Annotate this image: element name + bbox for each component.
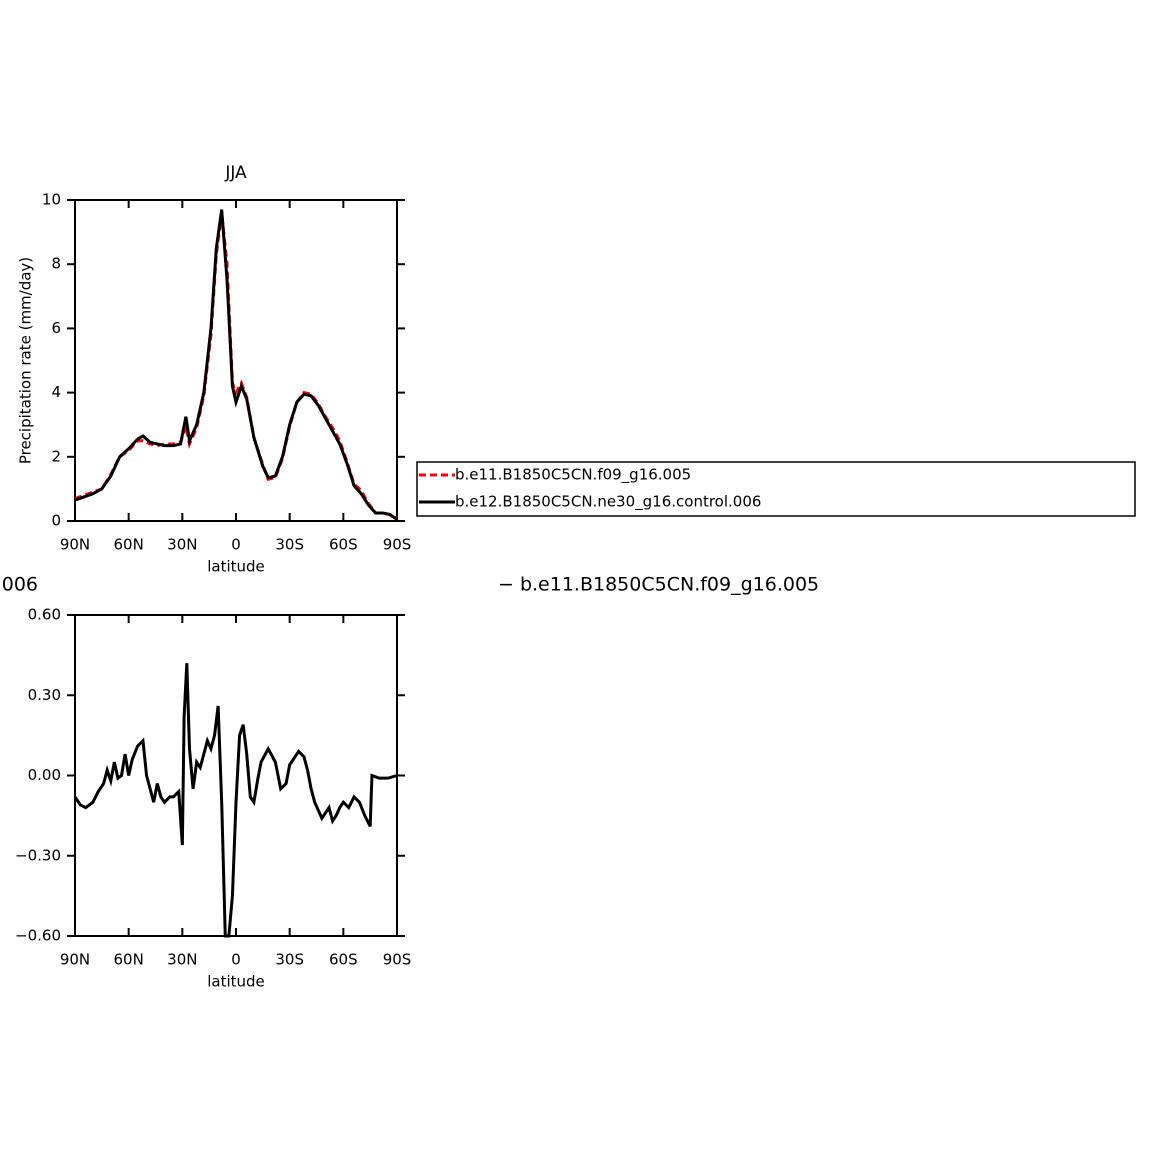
x-tick-label: 90S: [383, 536, 412, 554]
y-tick-label: −0.30: [15, 846, 61, 864]
x-tick-label: 60S: [329, 951, 358, 969]
y-axis-label: Precipitation rate (mm/day): [17, 257, 35, 464]
y-tick-label: −0.60: [15, 927, 61, 945]
legend-label: b.e12.B1850C5CN.ne30_g16.control.006: [455, 493, 761, 512]
series-line: [73, 663, 398, 938]
x-tick-label: 90N: [60, 951, 90, 969]
y-tick-label: 2: [51, 447, 61, 465]
series-line: [74, 209, 398, 521]
x-tick-label: 0: [231, 536, 241, 554]
y-tick-label: 10: [42, 191, 61, 209]
legend-box: [416, 461, 1136, 517]
x-tick-label: 90N: [60, 536, 90, 554]
x-tick-label: 0: [231, 951, 241, 969]
annotation: − b.e11.B1850C5CN.f09_g16.005: [498, 574, 819, 596]
x-tick-label: 90S: [383, 951, 412, 969]
annotation: 006: [2, 574, 38, 596]
x-tick-label: 60S: [329, 536, 358, 554]
x-tick-label: 30S: [275, 951, 304, 969]
x-axis-label: latitude: [207, 558, 265, 576]
x-tick-label: 30N: [167, 951, 197, 969]
y-tick-label: 0.60: [28, 606, 61, 624]
x-tick-label: 60N: [114, 536, 144, 554]
y-tick-label: 0.00: [28, 766, 61, 784]
chart-title: JJA: [224, 163, 247, 183]
x-tick-label: 30N: [167, 536, 197, 554]
y-tick-label: 8: [51, 255, 61, 273]
legend-label: b.e11.B1850C5CN.f09_g16.005: [455, 466, 691, 485]
y-tick-label: 0: [51, 512, 61, 530]
y-tick-label: 0.30: [28, 686, 61, 704]
x-tick-label: 30S: [275, 536, 304, 554]
x-tick-label: 60N: [114, 951, 144, 969]
y-tick-label: 4: [51, 383, 61, 401]
y-tick-label: 6: [51, 319, 61, 337]
x-axis-label: latitude: [207, 973, 265, 991]
